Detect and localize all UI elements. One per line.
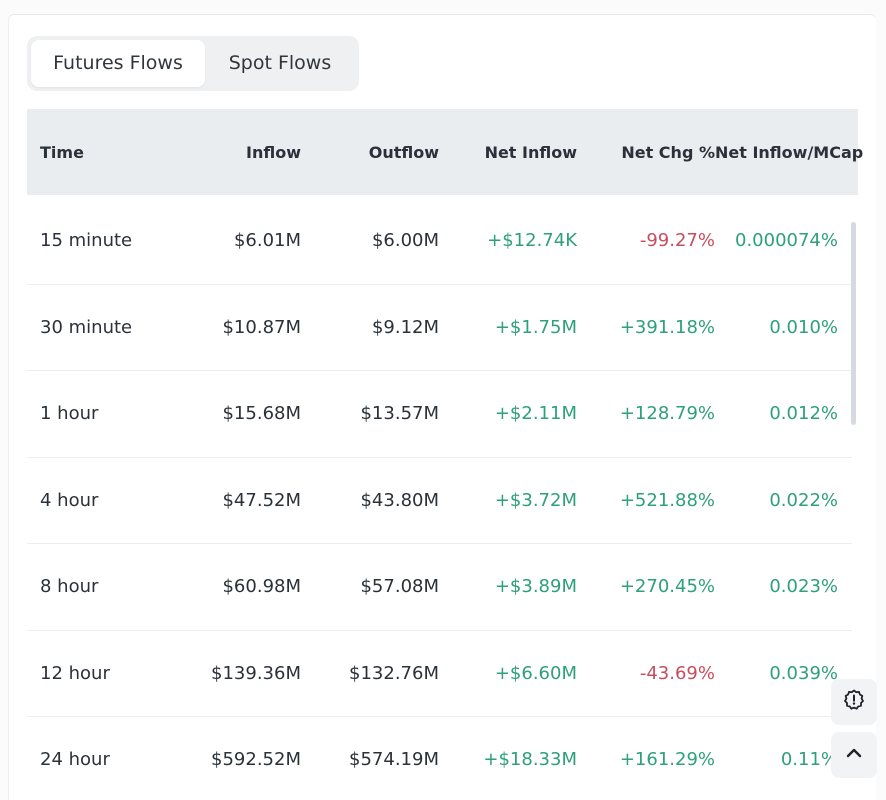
table-scrollbar[interactable]: [851, 222, 856, 425]
cell-inflow: $10.87M: [222, 316, 301, 338]
cell-net-inflow: +$6.60M: [494, 662, 577, 684]
table-header: Time Inflow Outflow Net Inflow Net Chg %…: [27, 109, 864, 195]
header-net-chg: Net Chg %: [621, 142, 715, 162]
header-net-inflow-mcap: Net Inflow/MCap: [715, 142, 864, 162]
table-row: 15 minute $6.01M $6.00M +$12.74K -99.27% 0.00…: [27, 198, 852, 285]
cell-net-inflow-mcap: 0.11%: [780, 749, 838, 771]
cell-net-inflow-mcap: 0.023%: [769, 576, 838, 598]
table-body: 15 minute $6.01M $6.00M +$12.74K -99.27% 0.00…: [27, 198, 852, 800]
header-outflow: Outflow: [368, 142, 439, 162]
cell-outflow: $6.00M: [371, 230, 439, 252]
cell-time: 1 hour: [40, 403, 99, 425]
cell-time: 4 hour: [40, 489, 99, 511]
cell-inflow: $6.01M: [233, 230, 301, 252]
cell-net-chg: +521.88%: [619, 489, 715, 511]
cell-time: 24 hour: [40, 749, 110, 771]
alert-button[interactable]: [831, 679, 877, 725]
cell-net-inflow-mcap: 0.022%: [769, 489, 838, 511]
cell-net-chg: -43.69%: [639, 662, 715, 684]
cell-time: 15 minute: [40, 230, 133, 252]
tab-futures-flows[interactable]: Futures Flows: [31, 40, 205, 87]
cell-net-inflow: +$3.72M: [494, 489, 577, 511]
cell-net-chg: +270.45%: [619, 576, 715, 598]
cell-time: 30 minute: [40, 316, 133, 338]
cell-net-chg: +161.29%: [619, 749, 715, 771]
cell-inflow: $592.52M: [211, 749, 301, 771]
cell-net-inflow-mcap: 0.000074%: [735, 230, 838, 252]
header-time: Time: [40, 142, 84, 162]
cell-net-chg: +128.79%: [619, 403, 715, 425]
cell-outflow: $43.80M: [360, 489, 439, 511]
cell-net-inflow-mcap: 0.010%: [769, 316, 838, 338]
table-row: 1 hour $15.68M $13.57M +$2.11M +128.79% 0.012…: [27, 371, 852, 458]
table-row: 30 minute $10.87M $9.12M +$1.75M +391.18% 0.0…: [27, 285, 852, 371]
cell-outflow: $57.08M: [360, 576, 439, 598]
cell-net-inflow: +$18.33M: [483, 749, 577, 771]
cell-inflow: $60.98M: [222, 576, 301, 598]
cell-net-inflow: +$1.75M: [494, 316, 577, 338]
cell-inflow: $15.68M: [222, 403, 301, 425]
cell-outflow: $9.12M: [371, 316, 439, 338]
flows-card: Futures Flows Spot Flows Time Inflow Out…: [8, 14, 877, 800]
cell-outflow: $574.19M: [349, 749, 439, 771]
cell-inflow: $139.36M: [211, 662, 301, 684]
chevron-up-icon: [843, 742, 865, 768]
cell-time: 8 hour: [40, 576, 99, 598]
table-row: 24 hour $592.52M $574.19M +$18.33M +161.29% 0…: [27, 717, 852, 800]
cell-net-inflow: +$2.11M: [494, 403, 577, 425]
alert-badge-icon: [842, 688, 866, 716]
table-row: 4 hour $47.52M $43.80M +$3.72M +521.88% 0.022…: [27, 458, 852, 544]
header-inflow: Inflow: [246, 142, 301, 162]
table-row: 8 hour $60.98M $57.08M +$3.89M +270.45% 0.023…: [27, 544, 852, 631]
header-net-inflow: Net Inflow: [484, 142, 577, 162]
cell-net-inflow-mcap: 0.039%: [769, 662, 838, 684]
cell-outflow: $132.76M: [349, 662, 439, 684]
cell-time: 12 hour: [40, 662, 110, 684]
cell-net-chg: -99.27%: [639, 230, 715, 252]
cell-net-inflow: +$12.74K: [487, 230, 577, 252]
cell-net-chg: +391.18%: [619, 316, 715, 338]
table-row: 12 hour $139.36M $132.76M +$6.60M -43.69% 0.0…: [27, 631, 852, 717]
cell-outflow: $13.57M: [360, 403, 439, 425]
cell-net-inflow: +$3.89M: [494, 576, 577, 598]
flow-type-tabs: Futures Flows Spot Flows: [27, 36, 359, 91]
scroll-top-button[interactable]: [831, 732, 877, 778]
cell-net-inflow-mcap: 0.012%: [769, 403, 838, 425]
tab-spot-flows[interactable]: Spot Flows: [228, 52, 332, 74]
cell-inflow: $47.52M: [222, 489, 301, 511]
